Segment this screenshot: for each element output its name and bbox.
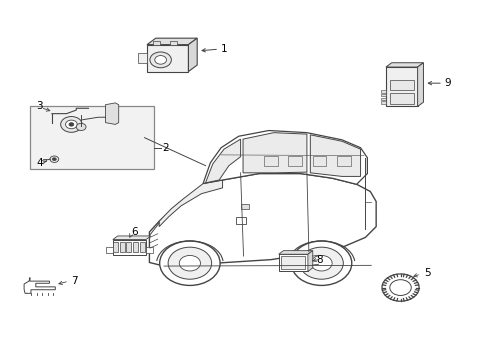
Bar — [336, 156, 350, 166]
Circle shape — [52, 158, 56, 161]
Bar — [278, 254, 307, 271]
Circle shape — [299, 247, 343, 279]
Polygon shape — [278, 251, 312, 254]
Bar — [380, 98, 385, 100]
Text: 1: 1 — [220, 44, 227, 54]
Circle shape — [76, 123, 86, 131]
Circle shape — [150, 52, 171, 68]
Circle shape — [61, 117, 82, 132]
Bar — [113, 239, 146, 255]
Polygon shape — [417, 63, 423, 107]
Circle shape — [159, 241, 220, 285]
Circle shape — [179, 255, 200, 271]
Bar — [138, 53, 147, 63]
Bar — [105, 247, 113, 253]
Bar — [288, 156, 302, 166]
Polygon shape — [159, 180, 222, 226]
Polygon shape — [203, 131, 366, 184]
Bar — [147, 45, 188, 72]
Bar — [133, 242, 138, 252]
Text: 6: 6 — [131, 227, 138, 237]
Bar — [380, 101, 385, 104]
Bar — [281, 256, 305, 269]
Text: 4: 4 — [36, 158, 43, 168]
Circle shape — [291, 241, 351, 285]
Bar — [240, 204, 249, 210]
Bar — [140, 242, 144, 252]
Bar — [153, 41, 160, 45]
Polygon shape — [113, 236, 151, 239]
Circle shape — [381, 274, 418, 301]
Circle shape — [310, 255, 331, 271]
Circle shape — [389, 280, 410, 296]
Bar — [264, 156, 277, 166]
Text: 8: 8 — [316, 255, 323, 265]
Bar — [126, 242, 131, 252]
Polygon shape — [105, 103, 119, 125]
Text: 3: 3 — [36, 102, 43, 112]
Bar — [389, 93, 413, 104]
Polygon shape — [147, 38, 197, 45]
Circle shape — [65, 120, 77, 129]
Bar — [385, 67, 417, 107]
Text: 9: 9 — [444, 78, 450, 88]
Bar — [389, 80, 413, 90]
Polygon shape — [188, 38, 197, 72]
Circle shape — [155, 55, 166, 64]
Bar — [312, 156, 326, 166]
Polygon shape — [385, 63, 423, 67]
Text: 2: 2 — [162, 143, 169, 153]
Circle shape — [50, 156, 59, 162]
Bar — [170, 41, 177, 45]
Circle shape — [168, 247, 211, 279]
Polygon shape — [307, 251, 312, 271]
Polygon shape — [205, 139, 240, 183]
Polygon shape — [149, 174, 375, 266]
Bar — [113, 242, 118, 252]
Bar — [120, 242, 124, 252]
Polygon shape — [243, 133, 306, 173]
Polygon shape — [24, 278, 55, 293]
Text: 5: 5 — [423, 267, 430, 278]
Text: 7: 7 — [71, 276, 78, 286]
Bar — [146, 247, 153, 253]
Bar — [380, 90, 385, 93]
Bar — [235, 217, 246, 224]
Circle shape — [69, 123, 74, 126]
Bar — [30, 107, 154, 169]
Polygon shape — [310, 135, 360, 176]
Bar — [380, 94, 385, 96]
